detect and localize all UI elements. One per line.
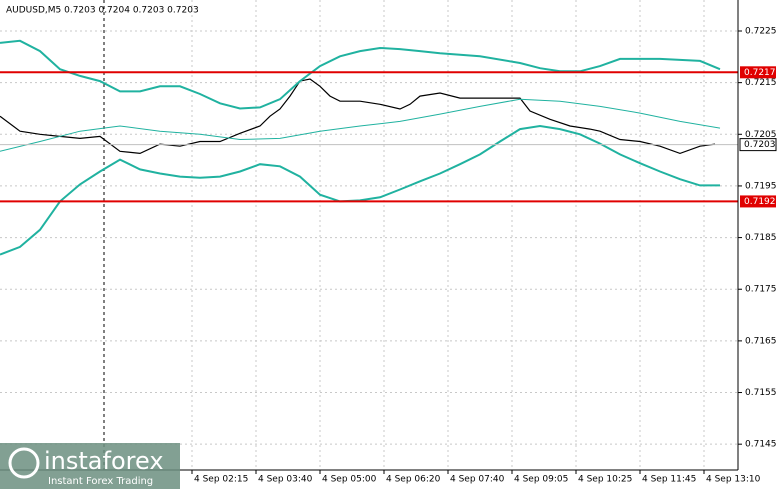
watermark-tagline: Instant Forex Trading bbox=[48, 476, 153, 487]
y-tick-label: 0.7165 bbox=[745, 336, 777, 346]
series-line bbox=[0, 124, 720, 256]
current-price-label: 0.7203 bbox=[744, 140, 776, 150]
x-tick-label: 4 Sep 10:25 bbox=[578, 475, 632, 485]
x-tick-label: 4 Sep 11:45 bbox=[642, 475, 696, 485]
chart-title: AUDUSD,M5 0.7203 0.7204 0.7203 0.7203 bbox=[6, 6, 199, 16]
y-tick-label: 0.7195 bbox=[745, 181, 777, 191]
y-tick-label: 0.7155 bbox=[745, 388, 777, 398]
x-tick-label: 4 Sep 03:40 bbox=[258, 475, 313, 485]
series-line bbox=[0, 39, 721, 110]
watermark-name: instaforex bbox=[44, 447, 164, 475]
current-price-tag bbox=[739, 138, 777, 152]
level-label: 0.7217 bbox=[744, 68, 776, 78]
level-tag bbox=[740, 66, 776, 79]
y-tick-label: 0.7185 bbox=[745, 233, 777, 243]
y-tick-label: 0.7175 bbox=[745, 285, 777, 295]
y-tick-label: 0.7225 bbox=[745, 26, 777, 36]
x-tick-label: 4 Sep 06:20 bbox=[386, 475, 441, 485]
x-tick-label: 4 Sep 05:00 bbox=[322, 475, 377, 485]
x-tick-label: 4 Sep 13:10 bbox=[706, 475, 761, 485]
level-tag bbox=[740, 195, 776, 208]
series-line bbox=[0, 78, 716, 155]
y-tick-label: 0.7145 bbox=[745, 440, 777, 450]
x-tick-label: 4 Sep 02:15 bbox=[194, 475, 248, 485]
x-tick-label: 4 Sep 07:40 bbox=[450, 475, 505, 485]
y-tick-label: 0.7205 bbox=[745, 130, 777, 140]
level-label: 0.7192 bbox=[744, 197, 776, 207]
y-tick-label: 0.7215 bbox=[745, 78, 777, 88]
series-line bbox=[0, 98, 721, 152]
x-tick-label: 4 Sep 09:05 bbox=[514, 475, 568, 485]
watermark-icon bbox=[8, 447, 40, 479]
